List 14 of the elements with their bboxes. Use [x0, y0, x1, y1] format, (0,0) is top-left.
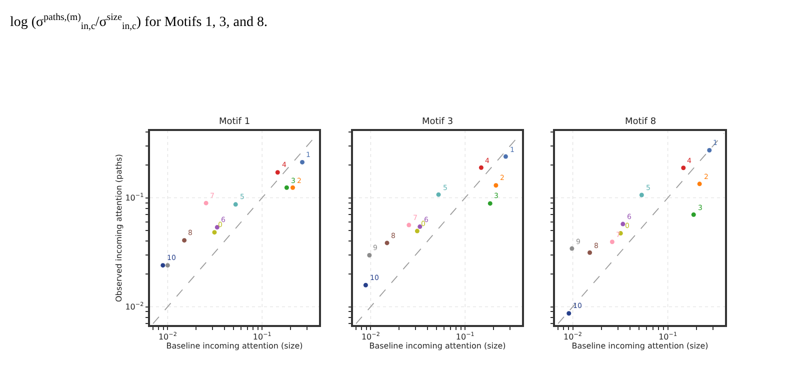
chart-title: Motif 3: [422, 117, 454, 127]
y-axis-title: Observed incoming attention (paths): [114, 154, 124, 302]
x-axis-title: Baseline incoming attention (size): [166, 341, 303, 350]
chart-title: Motif 1: [219, 117, 250, 127]
chart-title: Motif 8: [625, 117, 656, 127]
x-tick-label: 10$^{−2}$: [158, 330, 177, 342]
x-axis-title: Baseline incoming attention (size): [572, 341, 708, 350]
x-tick-label: 10$^{−1}$: [252, 330, 272, 342]
x-tick-label: 10$^{−2}$: [564, 330, 582, 342]
x-tick-label: 10$^{−1}$: [456, 330, 475, 342]
x-tick-label: 10$^{−2}$: [361, 330, 380, 342]
text: log (σ$^{paths,(m)}$$_{in,c}$/σ$^{size}$$_{in,c}$) for Motifs 1, 3, and 8.: [10, 12, 268, 32]
x-axis-title: Baseline incoming attention (size): [369, 341, 506, 350]
x-tick-label: 10$^{−1}$: [658, 330, 678, 342]
